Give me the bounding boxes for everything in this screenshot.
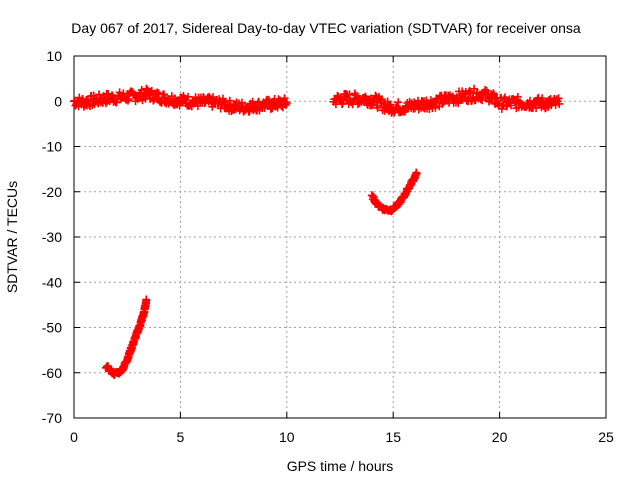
y-tick-label: -20 <box>42 184 62 200</box>
data-point-marker <box>115 88 124 97</box>
x-axis-label: GPS time / hours <box>287 458 394 474</box>
data-point-marker <box>412 169 421 178</box>
data-point-marker <box>159 90 168 99</box>
data-point-marker <box>154 89 163 98</box>
y-tick-label: -30 <box>42 229 62 245</box>
y-tick-label: 10 <box>46 48 62 64</box>
x-tick-label: 15 <box>385 429 401 445</box>
data-point-marker <box>282 99 291 108</box>
y-tick-label: -10 <box>42 139 62 155</box>
data-point-marker <box>386 100 395 109</box>
data-point-marker <box>513 92 522 101</box>
data-point-marker <box>431 103 440 112</box>
data-point-marker <box>377 95 386 104</box>
data-point-marker <box>142 296 151 305</box>
x-tick-label: 20 <box>492 429 508 445</box>
y-tick-label: -70 <box>42 410 62 426</box>
y-tick-label: -40 <box>42 274 62 290</box>
data-point-marker <box>153 88 162 97</box>
data-point-marker <box>394 98 403 107</box>
data-point-marker <box>184 92 192 101</box>
chart-title: Day 067 of 2017, Sidereal Day-to-day VTE… <box>71 20 581 36</box>
data-points <box>70 84 564 380</box>
data-point-marker <box>245 107 254 116</box>
data-point-marker <box>470 84 479 93</box>
x-tick-label: 25 <box>598 429 614 445</box>
axis-ticks: 0 5 10 15 20 25 10 0 -10 -20 -30 -40 -50 -60 -70 <box>42 48 614 445</box>
x-tick-label: 10 <box>279 429 295 445</box>
y-tick-label: 0 <box>54 93 62 109</box>
data-point-marker <box>555 99 564 108</box>
y-tick-label: -60 <box>42 365 62 381</box>
x-tick-label: 0 <box>70 429 78 445</box>
y-axis-label: SDTVAR / TECUs <box>4 181 20 293</box>
y-tick-label: -50 <box>42 320 62 336</box>
x-tick-label: 5 <box>177 429 185 445</box>
